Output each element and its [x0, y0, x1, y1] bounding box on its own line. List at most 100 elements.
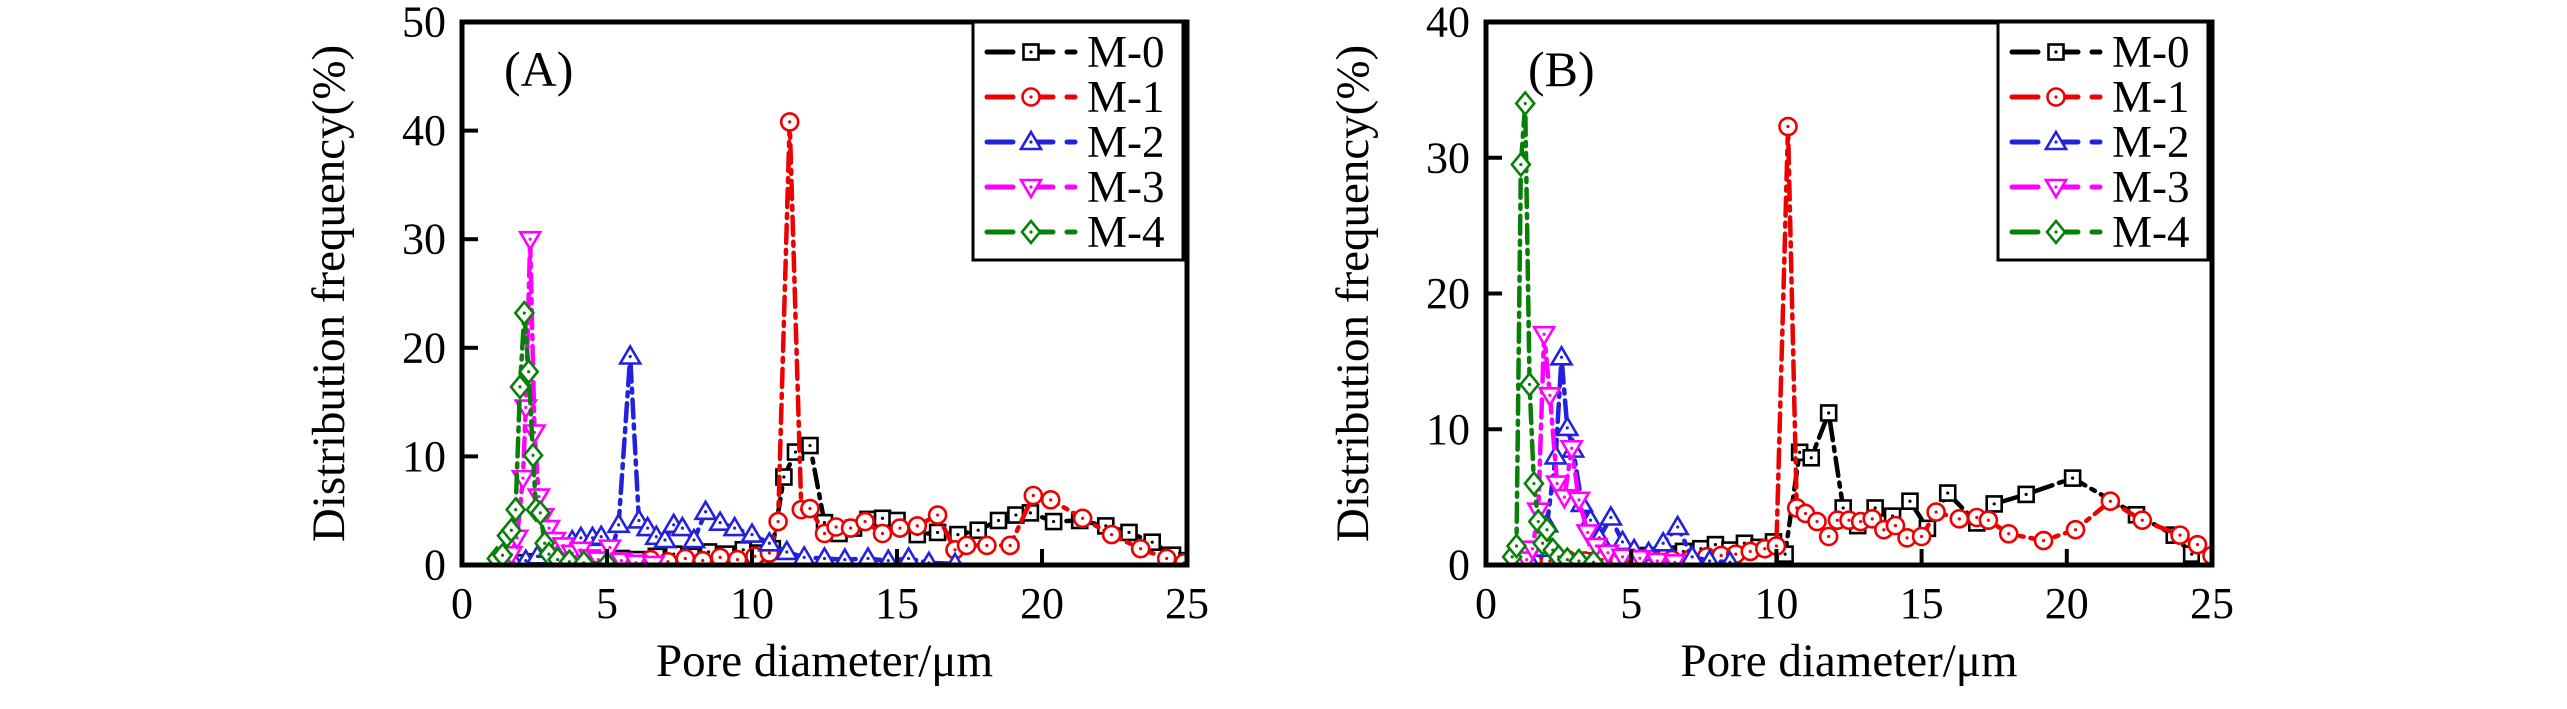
legend-label-M-3: M-3: [1087, 162, 1165, 212]
y-tick-label: 10: [1426, 405, 1470, 454]
y-tick-label: 40: [402, 106, 446, 155]
legend-item-M-3: M-3: [2009, 162, 2190, 212]
point-M-1: [956, 535, 977, 556]
point-M-1: [1040, 490, 1061, 510]
x-tick-label: 15: [875, 579, 919, 628]
point-M-1: [1000, 535, 1020, 556]
point-M-1: [2033, 530, 2054, 551]
point-M-3: [1645, 552, 1670, 565]
point-M-3: [1559, 439, 1584, 461]
point-M-1: [977, 535, 997, 556]
point-M-3: [1531, 325, 1557, 347]
point-M-4: [491, 542, 514, 565]
legend-label-M-2: M-2: [2112, 117, 2190, 167]
legend-label-M-1: M-1: [2112, 72, 2190, 122]
point-M-2: [1598, 504, 1624, 526]
point-M-1: [1926, 502, 1946, 522]
point-M-2: [617, 343, 643, 365]
point-M-1: [855, 511, 875, 532]
point-M-1: [2132, 510, 2153, 531]
point-M-1: [2170, 525, 2190, 545]
point-M-3: [517, 230, 543, 252]
point-M-1: [779, 112, 800, 132]
point-M-0: [1120, 523, 1138, 542]
y-axis: 0 10 20 30 40 50: [402, 0, 478, 590]
point-M-3: [1544, 475, 1570, 497]
x-tick-label: 10: [1754, 579, 1798, 628]
x-tick-label: 5: [596, 579, 618, 628]
x-tick-label: 20: [1020, 579, 1064, 628]
legend-label-M-2: M-2: [1087, 117, 1165, 167]
point-M-1: [872, 523, 893, 544]
legend-marker-M-4: [2045, 218, 2067, 246]
point-M-0: [1819, 404, 1838, 422]
legend-label-M-1: M-1: [1087, 72, 1165, 122]
y-tick-label: 20: [402, 323, 446, 372]
x-tick-label: 15: [1900, 579, 1944, 628]
point-M-2: [897, 545, 920, 565]
legend-marker-M-0: [1022, 43, 1040, 61]
point-M-1: [2187, 534, 2208, 555]
legend-marker-M-3: [2043, 178, 2069, 200]
point-M-4: [1518, 371, 1541, 398]
point-M-0: [801, 436, 819, 455]
point-M-4: [500, 517, 522, 544]
y-axis-title: Distribution frequency(%): [303, 45, 355, 542]
chart-a-canvas: 0 5 10 15 20 25 0 10 20 30 40 50 Pore diameter/μm Dis…: [303, 0, 1209, 687]
point-M-2: [652, 527, 678, 549]
point-M-1: [800, 498, 820, 519]
point-M-2: [878, 548, 899, 565]
chart-panel-b: 0 5 10 15 20 25 0 10 20 30 40 Pore diameter/μm Distr…: [1283, 0, 2567, 709]
point-M-4: [1505, 532, 1528, 560]
point-M-4: [529, 499, 551, 526]
point-M-2: [681, 527, 707, 549]
point-M-3: [1566, 491, 1592, 513]
x-tick-label: 25: [2190, 579, 2234, 628]
y-axis-title: Distribution frequency(%): [1327, 45, 1379, 542]
series-M-1: [640, 112, 1187, 565]
point-M-2: [774, 539, 800, 561]
x-axis-title: Pore diameter/μm: [656, 635, 993, 687]
point-M-1: [768, 511, 788, 532]
legend-label-M-0: M-0: [1087, 27, 1165, 77]
x-axis: 0 5 10 15 20 25: [1475, 549, 2234, 628]
legend: M-0M-1M-2M-3M-4: [971, 20, 1185, 262]
y-tick-label: 30: [402, 215, 446, 264]
point-M-4: [513, 299, 536, 327]
x-tick-label: 25: [1165, 579, 1209, 628]
point-M-4: [1568, 547, 1590, 565]
x-tick-label: 0: [451, 579, 473, 628]
point-M-4: [518, 358, 540, 385]
point-M-0: [989, 511, 1008, 530]
legend-label-M-4: M-4: [1087, 207, 1165, 257]
point-M-1: [1072, 508, 1093, 529]
plot-data: [486, 112, 1187, 565]
point-M-2: [693, 499, 718, 521]
point-M-1: [890, 518, 910, 538]
x-tick-label: 5: [1620, 579, 1642, 628]
legend-item-M-3: M-3: [984, 162, 1165, 212]
point-M-0: [969, 521, 988, 540]
point-M-0: [2063, 469, 2082, 487]
point-M-2: [1549, 344, 1574, 366]
legend-marker-M-4: [1020, 218, 1042, 246]
point-M-0: [2017, 485, 2035, 504]
panel-label: (B): [1528, 41, 1595, 97]
legend-item-M-1: M-1: [984, 72, 1165, 122]
legend-marker-M-0: [2047, 43, 2065, 61]
legend-marker-M-1: [1021, 87, 1041, 107]
point-M-4: [1510, 151, 1532, 178]
point-M-1: [1949, 509, 1970, 529]
legend-marker-M-2: [1018, 129, 1044, 151]
x-axis-title: Pore diameter/μm: [1680, 635, 2017, 687]
point-M-2: [757, 530, 782, 552]
point-M-1: [2065, 519, 2086, 540]
point-M-2: [1699, 548, 1720, 565]
point-M-2: [739, 522, 765, 543]
point-M-0: [1044, 512, 1063, 531]
point-M-0: [1901, 492, 1919, 510]
plot-border: [459, 19, 1190, 568]
point-M-4: [509, 373, 531, 400]
legend-item-M-0: M-0: [2009, 27, 2190, 77]
y-tick-label: 40: [1426, 0, 1470, 47]
